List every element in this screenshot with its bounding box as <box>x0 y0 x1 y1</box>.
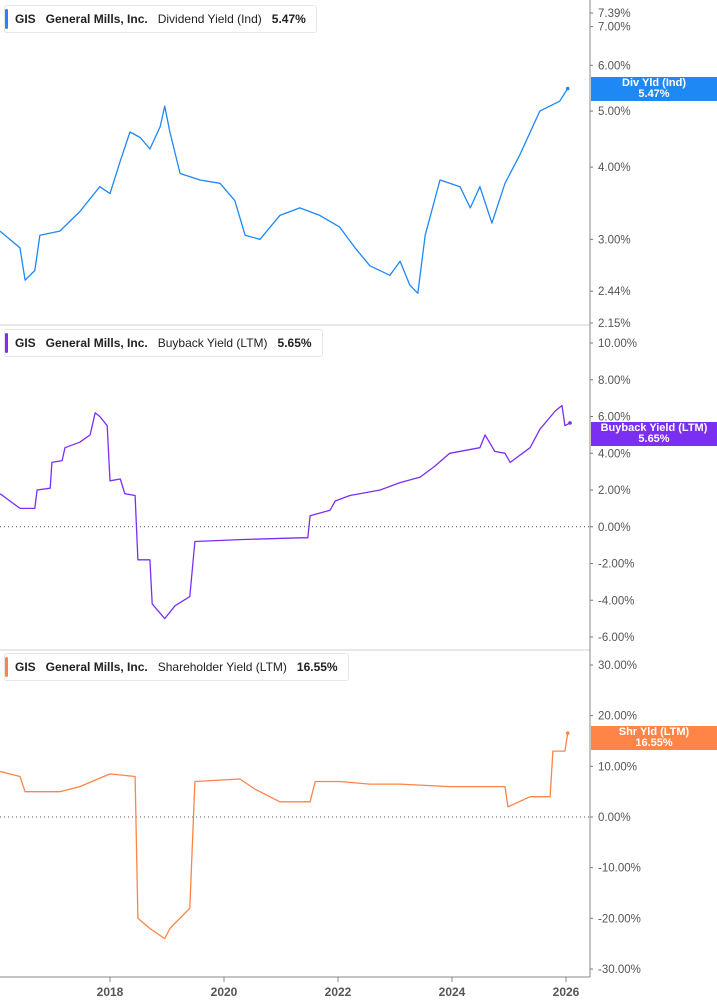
legend-ticker: GIS <box>15 12 36 26</box>
x-tick-label: 2020 <box>211 985 238 999</box>
legend-ticker: GIS <box>15 336 36 350</box>
legend-company: General Mills, Inc. <box>45 336 148 350</box>
y-tick-label: 4.00% <box>598 162 631 174</box>
legend-ticker: GIS <box>15 660 36 674</box>
y-tick-label: 10.00% <box>598 338 637 350</box>
x-tick-label: 2026 <box>553 985 580 999</box>
y-tick-label: 7.00% <box>598 22 631 34</box>
legend-metric: Dividend Yield (Ind) <box>157 12 262 26</box>
y-tick-label: 6.00% <box>598 412 631 424</box>
y-tick-label: -30.00% <box>598 964 641 976</box>
y-tick-label: 6.00% <box>598 60 631 72</box>
legend-buyback-yield: GIS General Mills, Inc. Buyback Yield (L… <box>4 329 323 357</box>
badge-label: Shr Yld (LTM) <box>618 726 690 738</box>
legend-dividend-yield: GIS General Mills, Inc. Dividend Yield (… <box>4 5 317 33</box>
y-tick-label: -6.00% <box>598 632 634 644</box>
series-color-marker <box>5 333 8 353</box>
y-tick-label: -10.00% <box>598 863 641 875</box>
x-tick-label: 2024 <box>439 985 466 999</box>
series-last-point <box>568 421 572 425</box>
y-tick-label: 7.39% <box>598 8 631 20</box>
y-tick-label: 3.00% <box>598 234 631 246</box>
y-tick-label: 0.00% <box>598 812 631 824</box>
x-tick-label: 2022 <box>325 985 352 999</box>
y-tick-label: -20.00% <box>598 913 641 925</box>
badge-label: Buyback Yield (LTM) <box>600 422 708 434</box>
legend-metric: Buyback Yield (LTM) <box>157 336 268 350</box>
y-tick-label: 4.00% <box>598 448 631 460</box>
y-tick-label: 8.00% <box>598 375 631 387</box>
y-tick-label: -4.00% <box>598 595 634 607</box>
y-tick-label: 2.44% <box>598 286 631 298</box>
badge-value: 5.47% <box>638 88 670 100</box>
legend-company: General Mills, Inc. <box>45 12 148 26</box>
badge-buyback-yield: Buyback Yield (LTM) 5.65% <box>591 422 717 446</box>
y-tick-label: 2.15% <box>598 318 631 330</box>
y-tick-label: 0.00% <box>598 522 631 534</box>
y-tick-label: 5.00% <box>598 106 631 118</box>
legend-value: 5.47% <box>271 12 306 26</box>
y-tick-label: 30.00% <box>598 660 637 672</box>
badge-label: Div Yld (Ind) <box>622 77 686 89</box>
y-tick-label: 2.00% <box>598 485 631 497</box>
badge-dividend-yield: Div Yld (Ind) 5.47% <box>591 77 717 101</box>
series-line <box>0 733 569 940</box>
legend-company: General Mills, Inc. <box>45 660 148 674</box>
y-tick-label: -2.00% <box>598 559 634 571</box>
legend-value: 5.65% <box>277 336 312 350</box>
series-line <box>0 88 569 294</box>
legend-value: 16.55% <box>296 660 338 674</box>
badge-value: 5.65% <box>638 433 670 445</box>
badge-shareholder-yield: Shr Yld (LTM) 16.55% <box>591 726 717 750</box>
series-last-point <box>565 86 570 91</box>
series-color-marker <box>5 657 8 677</box>
y-tick-label: 20.00% <box>598 711 637 723</box>
legend-shareholder-yield: GIS General Mills, Inc. Shareholder Yiel… <box>4 653 349 681</box>
legend-metric: Shareholder Yield (LTM) <box>157 660 287 674</box>
y-tick-label: 10.00% <box>598 761 637 773</box>
series-last-point <box>565 731 570 735</box>
badge-value: 16.55% <box>635 737 673 749</box>
series-color-marker <box>5 9 8 29</box>
x-tick-label: 2018 <box>97 985 124 999</box>
series-line <box>0 404 571 620</box>
